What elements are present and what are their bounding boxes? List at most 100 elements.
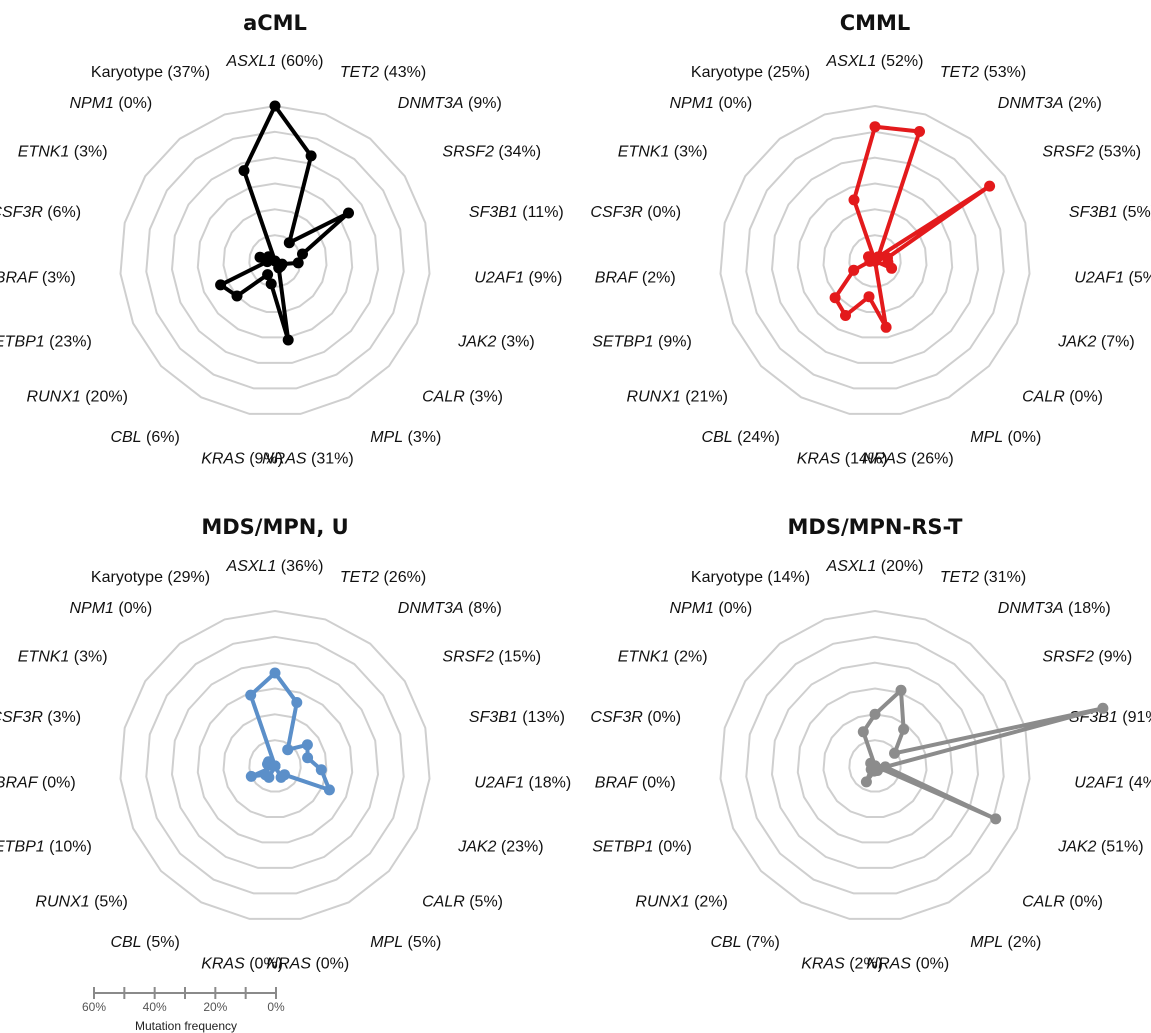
axis-label-pct: (31%)	[307, 450, 354, 467]
axis-label: Karyotype (14%)	[691, 569, 810, 586]
data-point	[302, 752, 314, 764]
axis-label-gene: DNMT3A	[398, 95, 464, 112]
axis-label-gene: KRAS	[201, 450, 245, 467]
axis-label: BRAF (2%)	[595, 270, 676, 287]
radar-chart-1: CMML ASXL1 (52%) TET2 (53%) DNMT3A (2%) SRSF…	[590, 11, 1151, 467]
axis-label-gene: Karyotype	[691, 64, 763, 81]
axis-label: MPL (5%)	[370, 934, 441, 951]
data-point	[245, 770, 257, 782]
axis-label: JAK2 (23%)	[457, 838, 543, 855]
axis-label-gene: MPL	[370, 934, 403, 951]
axis-label-gene: SRSF2	[442, 144, 494, 161]
data-point	[869, 255, 881, 267]
axis-label: JAK2 (3%)	[457, 333, 534, 350]
axis-label-gene: SF3B1	[469, 709, 518, 726]
axis-label-pct: (13%)	[518, 709, 565, 726]
axis-label-gene: CSF3R	[0, 709, 43, 726]
axis-label-pct: (24%)	[733, 429, 780, 446]
axis-label-pct: (0%)	[654, 838, 692, 855]
axis-label-gene: SETBP1	[592, 838, 653, 855]
scale-tick-label: 40%	[143, 1000, 167, 1014]
axis-label: DNMT3A (8%)	[398, 600, 502, 617]
axis-label-pct: (14%)	[840, 450, 887, 467]
data-point	[880, 321, 892, 333]
grid-ring	[145, 130, 405, 390]
axis-label-gene: SF3B1	[1069, 204, 1118, 221]
radar-chart-2: MDS/MPN, U ASXL1 (36%) TET2 (26%) DNMT3A (8…	[0, 515, 571, 972]
data-point	[265, 278, 277, 290]
axis-label: CALR (0%)	[1022, 894, 1103, 911]
axis-label: Karyotype (37%)	[91, 64, 210, 81]
axis-label-pct: (5%)	[1124, 270, 1151, 287]
grid-ring	[248, 739, 302, 793]
radar-chart-0: aCML ASXL1 (60%) TET2 (43%) DNMT3A (9%) SRSF…	[0, 11, 564, 467]
axis-label-gene: TET2	[940, 569, 979, 586]
axis-label-gene: TET2	[940, 64, 979, 81]
axis-label-pct: (5%)	[90, 894, 128, 911]
axis-label-gene: ASXL1	[226, 53, 277, 70]
data-point	[990, 813, 1002, 825]
axis-label-gene: ASXL1	[826, 53, 877, 70]
axis-label: SETBP1 (10%)	[0, 838, 92, 855]
axis-label-pct: (23%)	[496, 838, 543, 855]
axis-label: RUNX1 (5%)	[35, 894, 127, 911]
axis-label-gene: CALR	[422, 894, 465, 911]
scale-tick-label: 20%	[203, 1000, 227, 1014]
chart-title: aCML	[243, 11, 307, 35]
axis-label-pct: (0%)	[643, 204, 681, 221]
chart-title: MDS/MPN, U	[201, 515, 348, 539]
axis-label-pct: (29%)	[163, 569, 210, 586]
axis-label-gene: TET2	[340, 64, 379, 81]
axis-label-pct: (52%)	[876, 53, 923, 70]
axis-label: Karyotype (29%)	[91, 569, 210, 586]
axis-label-gene: JAK2	[1057, 333, 1096, 350]
axis-label: SF3B1 (13%)	[469, 709, 565, 726]
axis-label-gene: ASXL1	[826, 558, 877, 575]
axis-label-gene: ETNK1	[18, 649, 70, 666]
grid-ring	[170, 661, 380, 869]
axis-label-gene: JAK2	[1057, 838, 1096, 855]
axis-label-pct: (18%)	[1064, 600, 1111, 617]
axis-label-gene: MPL	[370, 429, 403, 446]
axis-label-pct: (6%)	[142, 429, 180, 446]
data-point	[914, 126, 925, 137]
axis-label-pct: (43%)	[379, 64, 426, 81]
axis-label: CSF3R (0%)	[590, 709, 681, 726]
data-point	[291, 697, 303, 708]
grid-ring	[719, 104, 1031, 415]
axis-label-gene: DNMT3A	[998, 600, 1064, 617]
scale-bar-title: Mutation frequency	[135, 1019, 237, 1033]
axis-label: SETBP1 (23%)	[0, 333, 92, 350]
data-point	[898, 723, 910, 735]
chart-title: MDS/MPN-RS-T	[788, 515, 964, 539]
axis-label: NRAS (0%)	[867, 955, 950, 972]
axis-label-gene: RUNX1	[627, 389, 681, 406]
axis-label-pct: (0%)	[637, 775, 675, 792]
scale-tick-label: 60%	[82, 1000, 106, 1014]
axis-label-pct: (0%)	[1003, 429, 1041, 446]
axis-label-gene: SETBP1	[0, 333, 45, 350]
axis-label-pct: (20%)	[81, 389, 128, 406]
axis-label: ETNK1 (2%)	[618, 649, 708, 666]
grid-ring	[170, 156, 380, 364]
data-point	[848, 264, 860, 276]
axis-label-gene: NPM1	[70, 600, 114, 617]
data-point	[848, 194, 860, 206]
axis-label-pct: (0%)	[311, 955, 349, 972]
axis-label: SF3B1 (11%)	[469, 204, 564, 221]
axis-label-pct: (37%)	[163, 64, 210, 81]
axis-label: DNMT3A (18%)	[998, 600, 1111, 617]
data-point	[275, 771, 287, 783]
axis-label: U2AF1 (9%)	[474, 270, 562, 287]
grid-ring	[770, 661, 980, 869]
axis-label-gene: SETBP1	[0, 838, 45, 855]
axis-label-pct: (20%)	[876, 558, 923, 575]
axis-label: CSF3R (0%)	[590, 204, 681, 221]
axis-label-pct: (0%)	[114, 95, 152, 112]
data-point	[283, 237, 295, 249]
axis-label-pct: (9%)	[654, 333, 692, 350]
data-point	[254, 251, 266, 263]
data-point	[869, 760, 881, 772]
axis-label: U2AF1 (4%)	[1074, 775, 1151, 792]
